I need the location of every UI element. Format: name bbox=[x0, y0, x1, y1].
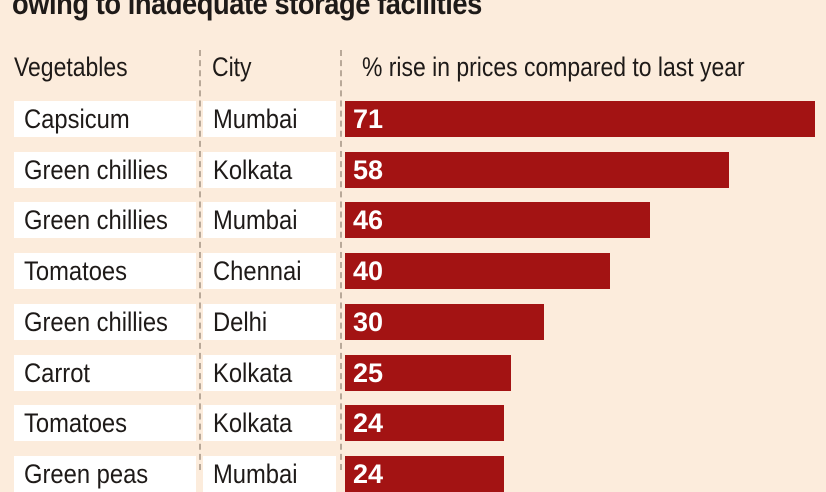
city-label: Mumbai bbox=[213, 104, 298, 134]
bar: 24 bbox=[345, 405, 504, 442]
bar-value-label: 30 bbox=[353, 306, 384, 337]
city-cell: Kolkata bbox=[203, 405, 336, 442]
vegetable-label: Capsicum bbox=[24, 104, 130, 134]
city-cell: Mumbai bbox=[203, 455, 336, 492]
bar: 71 bbox=[345, 101, 816, 137]
header-vegetables: Vegetables bbox=[14, 52, 128, 82]
bar: 46 bbox=[345, 202, 650, 239]
city-cell: Chennai bbox=[203, 253, 336, 290]
bar: 40 bbox=[345, 253, 610, 290]
city-label: Kolkata bbox=[213, 357, 293, 388]
city-label: Mumbai bbox=[213, 205, 298, 236]
vegetable-label: Green chillies bbox=[24, 205, 168, 236]
city-label: Delhi bbox=[213, 306, 268, 337]
city-label: Kolkata bbox=[213, 154, 293, 185]
vegetable-label: Green peas bbox=[24, 458, 149, 489]
city-label: Chennai bbox=[213, 256, 302, 287]
city-cell: Mumbai bbox=[203, 101, 336, 137]
vegetable-cell: Green chillies bbox=[14, 151, 196, 188]
bar-value-label: 46 bbox=[353, 205, 384, 236]
column-divider bbox=[199, 50, 201, 470]
bar: 58 bbox=[345, 151, 729, 188]
bar-value-label: 24 bbox=[353, 408, 384, 439]
bar-value-label: 71 bbox=[353, 104, 384, 134]
vegetable-cell: Tomatoes bbox=[14, 405, 196, 442]
vegetable-cell: Carrot bbox=[14, 354, 196, 391]
city-cell: Kolkata bbox=[203, 151, 336, 188]
bar-value-label: 40 bbox=[353, 256, 384, 287]
header-city: City bbox=[212, 52, 252, 82]
vegetable-label: Carrot bbox=[24, 357, 91, 388]
bar-value-label: 24 bbox=[353, 458, 384, 489]
header-rise: % rise in prices compared to last year bbox=[362, 52, 745, 82]
vegetable-label: Green chillies bbox=[24, 154, 168, 185]
column-divider bbox=[340, 50, 342, 470]
vegetable-label: Green chillies bbox=[24, 306, 168, 337]
bar: 30 bbox=[345, 303, 544, 340]
chart-title: owing to inadequate storage facilities bbox=[12, 0, 482, 21]
bar-value-label: 58 bbox=[353, 154, 384, 185]
vegetable-cell: Green chillies bbox=[14, 202, 196, 239]
vegetable-label: Tomatoes bbox=[24, 408, 128, 439]
bar-value-label: 25 bbox=[353, 357, 384, 388]
city-cell: Mumbai bbox=[203, 202, 336, 239]
vegetable-cell: Green chillies bbox=[14, 303, 196, 340]
city-cell: Kolkata bbox=[203, 354, 336, 391]
vegetable-cell: Tomatoes bbox=[14, 253, 196, 290]
bar: 25 bbox=[345, 354, 511, 391]
city-label: Mumbai bbox=[213, 458, 298, 489]
vegetable-label: Tomatoes bbox=[24, 256, 128, 287]
bar: 24 bbox=[345, 455, 504, 492]
city-cell: Delhi bbox=[203, 303, 336, 340]
vegetable-cell: Green peas bbox=[14, 455, 196, 492]
city-label: Kolkata bbox=[213, 408, 293, 439]
vegetable-cell: Capsicum bbox=[14, 101, 196, 137]
